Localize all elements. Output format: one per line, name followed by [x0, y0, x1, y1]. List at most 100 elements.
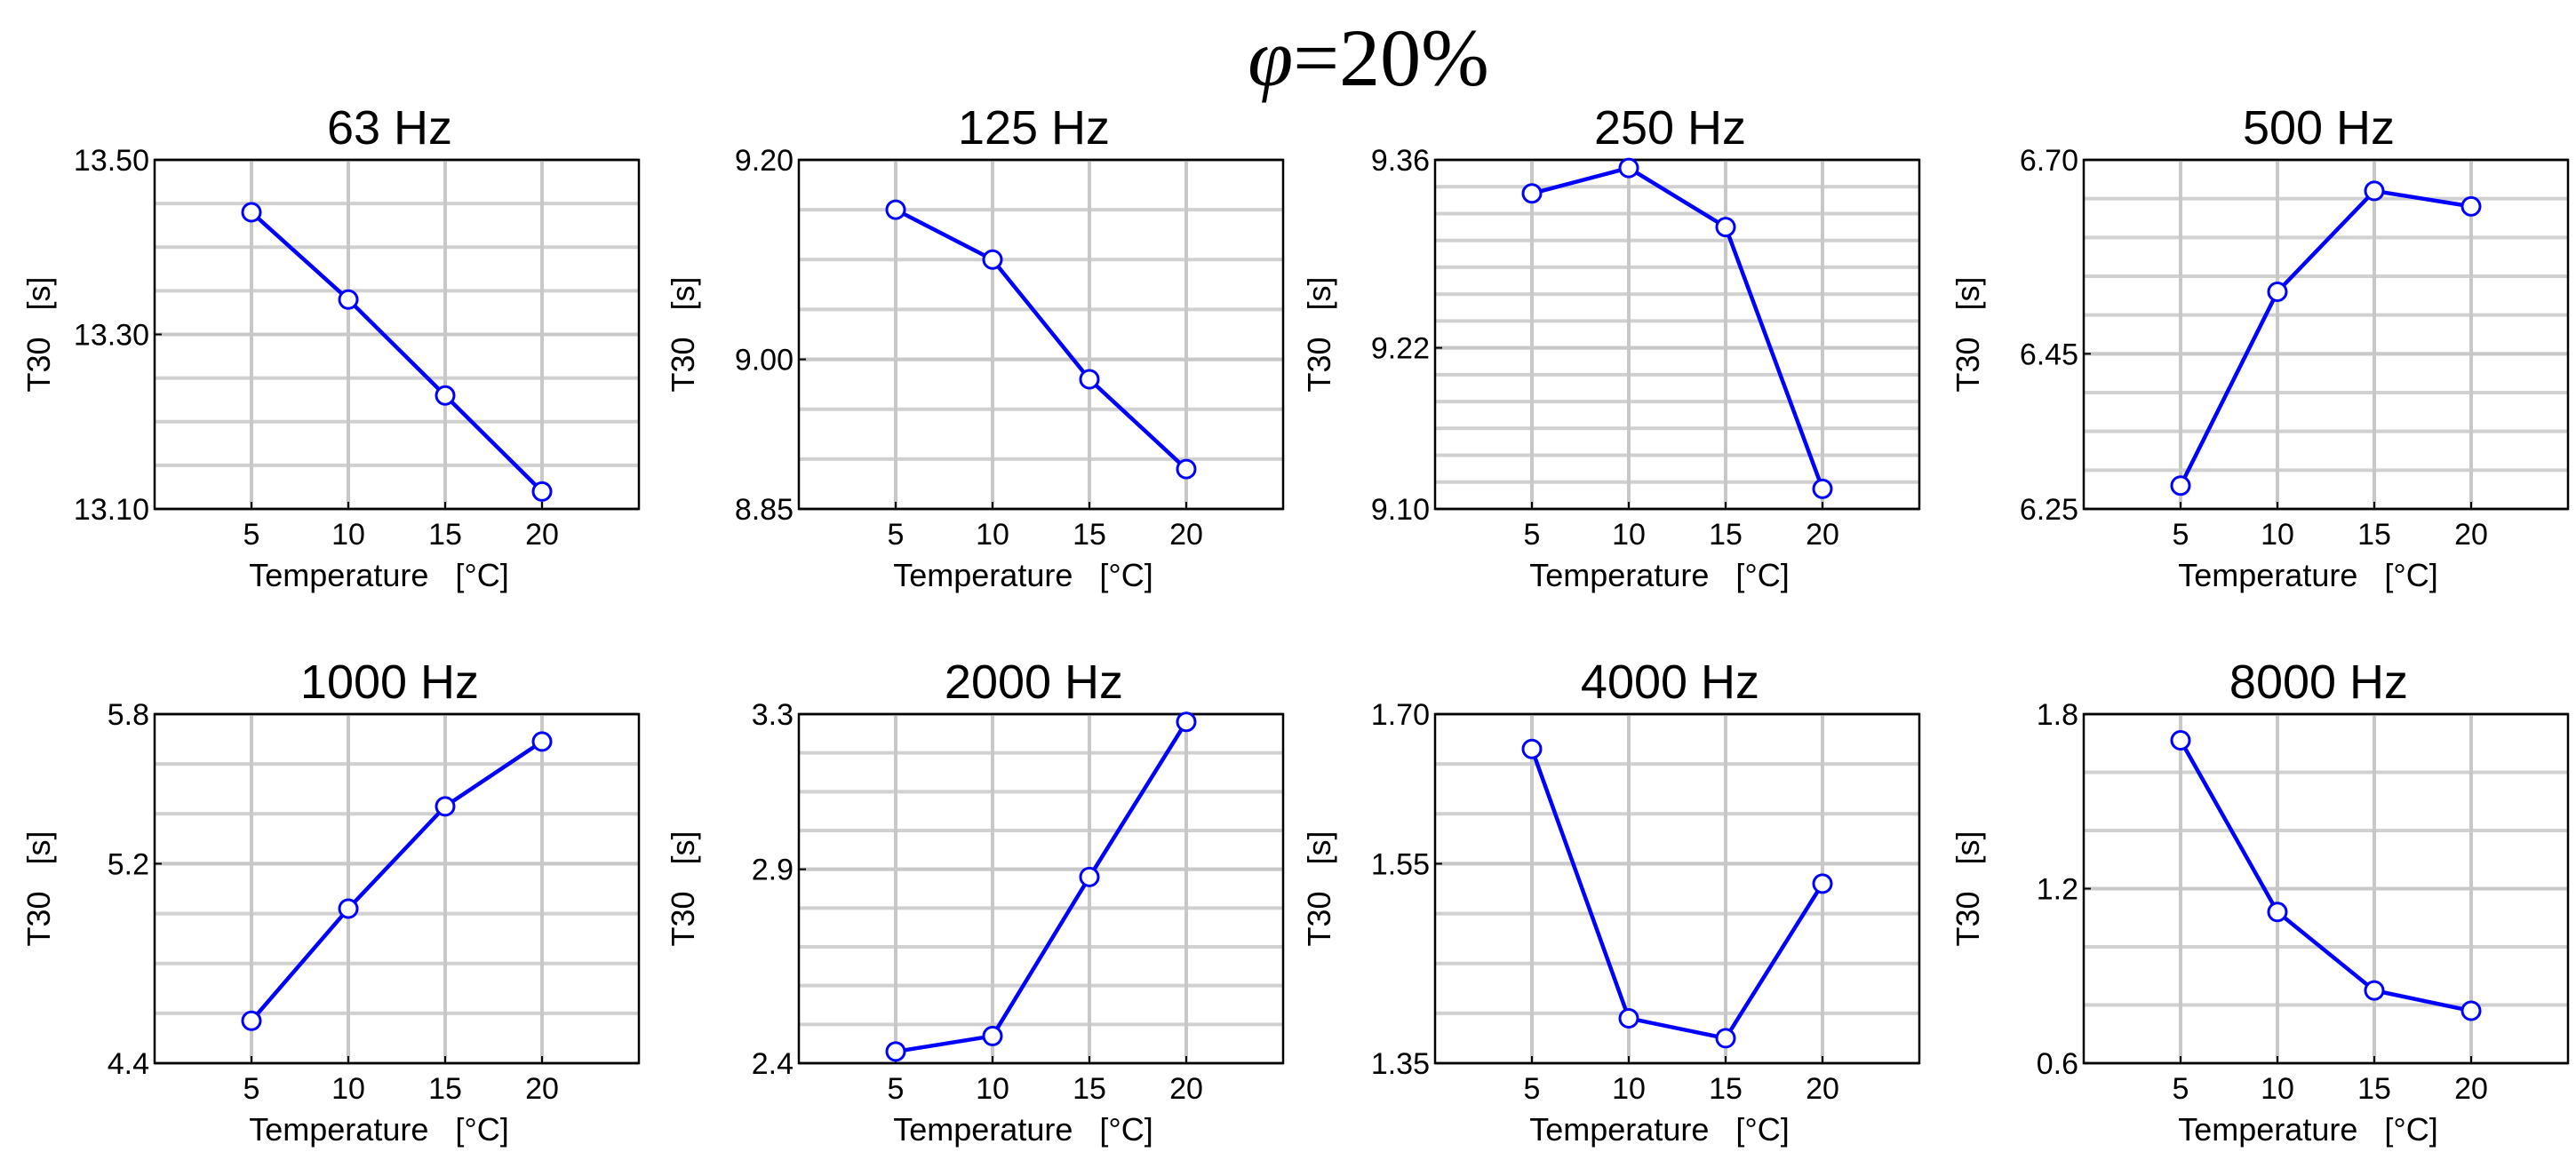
data-point	[1079, 866, 1100, 887]
x-tick-label: 5	[888, 1072, 905, 1106]
x-tick-label: 10	[976, 518, 1009, 552]
data-point	[1521, 738, 1543, 759]
x-axis-label: Temperature [°C]	[893, 557, 1153, 593]
data-point	[338, 289, 359, 310]
series-line	[2179, 739, 2472, 1013]
data-point	[241, 202, 262, 223]
data-point	[1618, 1007, 1639, 1029]
x-tick-label: 20	[525, 518, 559, 552]
data-point	[338, 898, 359, 919]
figure-title: φ=20%	[1248, 12, 1488, 103]
series-line	[250, 740, 544, 1022]
data-point	[1176, 458, 1197, 480]
y-tick-label: 6.70	[2020, 144, 2078, 178]
chart-title: 2000 Hz	[945, 655, 1123, 709]
chart-500-hz: 5 10 15 20 6.25 6.45 6.70 500 Hz Temperature [°C…	[1950, 101, 2570, 593]
x-tick-label: 15	[1709, 518, 1743, 552]
series-line	[2178, 188, 2472, 487]
data-point	[435, 796, 456, 817]
y-tick-label: 13.50	[74, 144, 149, 178]
y-axis-label: T30 [s]	[1950, 276, 1986, 392]
chart-title: 1000 Hz	[300, 655, 479, 709]
x-tick-label: 5	[243, 1072, 260, 1106]
chart-title: 63 Hz	[327, 101, 452, 155]
y-axis-label: T30 [s]	[1301, 830, 1337, 946]
data-point	[1079, 369, 1100, 390]
y-tick-label: 9.20	[735, 144, 794, 178]
x-tick-label: 20	[1169, 518, 1203, 552]
figure-title-rest: =20%	[1293, 12, 1489, 103]
y-axis-label: T30 [s]	[665, 276, 701, 392]
y-tick-label: 9.10	[1371, 493, 1430, 527]
data-point	[531, 481, 553, 502]
data-point	[241, 1010, 262, 1031]
x-axis-label: Temperature [°C]	[2178, 557, 2438, 593]
x-tick-label: 10	[1612, 518, 1646, 552]
data-point	[982, 1025, 1003, 1046]
x-tick-label: 15	[1073, 1072, 1106, 1106]
y-tick-label: 13.30	[74, 319, 149, 353]
y-tick-label: 2.9	[752, 854, 794, 887]
chart-63-hz: 5 10 15 20 13.10 13.30 13.50 63 Hz Temperature […	[20, 101, 641, 593]
plot-frame	[797, 712, 1285, 1065]
y-tick-label: 6.25	[2020, 493, 2078, 527]
chart-125-hz: 5 10 15 20 8.85 9.00 9.20 125 Hz Temperature [°C…	[665, 101, 1285, 593]
y-tick-label: 5.8	[108, 698, 149, 732]
chart-title: 250 Hz	[1594, 101, 1746, 155]
series-line	[1529, 748, 1824, 1041]
y-tick-label: 2.4	[752, 1047, 794, 1081]
x-tick-label: 15	[1709, 1072, 1743, 1106]
plot-frame	[1433, 158, 1921, 511]
x-tick-label: 10	[331, 518, 365, 552]
x-tick-label: 10	[2261, 1072, 2294, 1106]
y-tick-label: 3.3	[752, 698, 794, 732]
x-tick-label: 15	[428, 518, 462, 552]
x-tick-label: 5	[2173, 1072, 2189, 1106]
series-line	[895, 720, 1188, 1054]
x-tick-label: 10	[976, 1072, 1009, 1106]
data-point	[2267, 281, 2288, 302]
y-tick-label: 1.2	[2037, 873, 2078, 907]
y-tick-label: 9.00	[735, 344, 794, 377]
data-point	[2364, 980, 2385, 1001]
chart-title: 8000 Hz	[2229, 655, 2408, 709]
x-tick-label: 20	[2454, 1072, 2488, 1106]
y-tick-label: 9.36	[1371, 144, 1430, 178]
data-point	[2460, 195, 2482, 217]
x-tick-label: 5	[888, 518, 905, 552]
y-tick-label: 6.45	[2020, 338, 2078, 371]
chart-title: 500 Hz	[2243, 101, 2395, 155]
x-tick-label: 20	[1806, 518, 1839, 552]
y-tick-label: 8.85	[735, 493, 794, 527]
y-tick-label: 0.6	[2037, 1047, 2078, 1081]
y-tick-label: 9.22	[1371, 332, 1430, 366]
data-point	[885, 1041, 906, 1062]
y-tick-label: 1.55	[1371, 847, 1430, 881]
series-line	[894, 208, 1188, 471]
data-point	[1715, 1028, 1736, 1049]
plot-frame	[1433, 712, 1921, 1065]
chart-4000-hz: 5 10 15 20 1.35 1.55 1.70 4000 Hz Temperature [°…	[1301, 655, 1921, 1148]
x-axis-label: Temperature [°C]	[893, 1111, 1153, 1148]
x-tick-label: 10	[331, 1072, 365, 1106]
plot-frame	[2082, 158, 2570, 511]
y-axis-label: T30 [s]	[1301, 276, 1337, 392]
y-tick-label: 1.35	[1371, 1047, 1430, 1081]
series-line	[250, 211, 544, 493]
data-point	[531, 731, 553, 752]
data-point	[982, 249, 1003, 270]
x-tick-label: 5	[243, 518, 260, 552]
x-tick-label: 15	[2357, 518, 2391, 552]
chart-250-hz: 5 10 15 20 9.10 9.22 9.36 250 Hz Temperature [°C…	[1301, 101, 1921, 593]
y-tick-label: 13.10	[74, 493, 149, 527]
chart-1000-hz: 5 10 15 20 4.4 5.2 5.8 1000 Hz Temperature [°C] T…	[20, 655, 641, 1148]
y-tick-label: 1.8	[2037, 698, 2078, 732]
data-point	[2170, 475, 2191, 497]
x-tick-label: 5	[2173, 518, 2189, 552]
series-line	[1531, 165, 1825, 490]
x-tick-label: 20	[1806, 1072, 1839, 1106]
x-axis-label: Temperature [°C]	[2178, 1111, 2438, 1148]
chart-title: 125 Hz	[958, 101, 1110, 155]
x-tick-label: 10	[2261, 518, 2294, 552]
data-point	[1812, 873, 1833, 894]
